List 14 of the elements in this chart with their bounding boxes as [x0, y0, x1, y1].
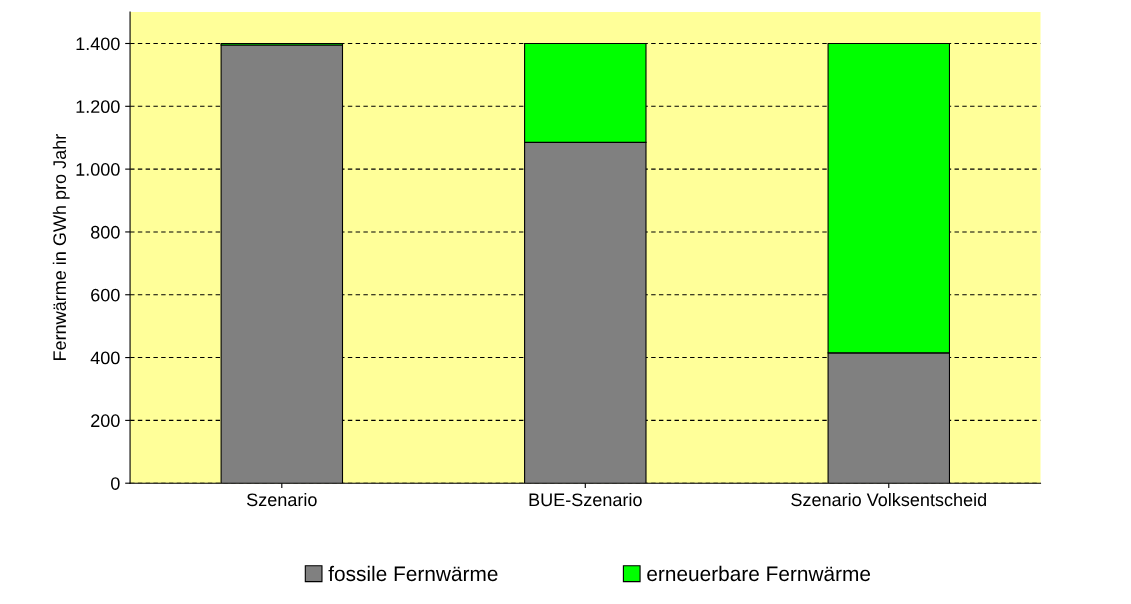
y-axis-title: Fernwärme in GWh pro Jahr	[52, 134, 70, 361]
y-tick-label: 400	[90, 351, 120, 365]
y-tick-label: 1.200	[76, 100, 120, 114]
y-tick-label: 200	[91, 414, 120, 428]
y-tick-label: 600	[91, 288, 120, 302]
legend-label: fossile Fernwärme	[328, 565, 498, 582]
y-tick-label: 1.000	[76, 163, 120, 176]
y-tick-label: 1.400	[76, 37, 120, 51]
x-tick-label: BUE-Szenario	[529, 492, 642, 507]
x-tick-label: Szenario	[247, 492, 317, 507]
legend-label: erneuerbare Fernwärme	[647, 565, 871, 582]
x-tick-label: Szenario Volksentscheid	[791, 492, 986, 507]
y-tick-label: 0	[111, 477, 120, 490]
y-tick-label: 800	[91, 225, 120, 239]
